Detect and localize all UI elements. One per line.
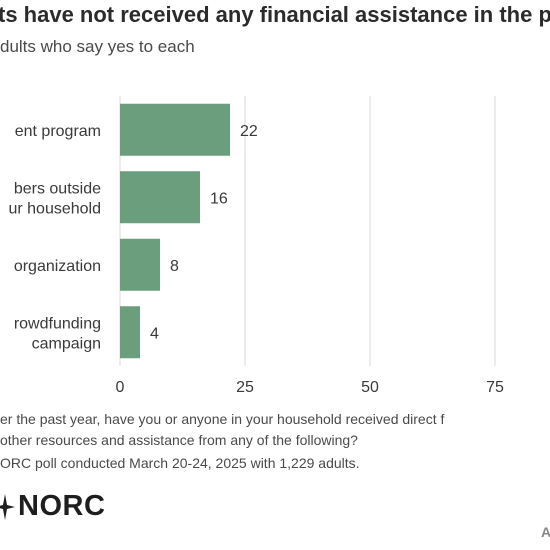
- norc-logo: NORC: [0, 490, 105, 523]
- bar-chart: 22 ent program 16 bers outside ur household 8…: [8, 96, 504, 396]
- bar: [120, 103, 230, 156]
- corner-mark: A: [541, 524, 550, 540]
- norc-star-icon: [0, 493, 15, 520]
- chart-title: ts have not received any financial assis…: [0, 2, 550, 27]
- source-note: ORC poll conducted March 20-24, 2025 wit…: [0, 455, 360, 471]
- bar-value-label: 16: [210, 190, 228, 207]
- labels: 22 ent program 16 bers outside ur household 8…: [8, 123, 257, 353]
- bar: [120, 171, 200, 224]
- bar-value-label: 4: [150, 325, 159, 342]
- question-note-line-1: er the past year, have you or anyone in …: [0, 411, 445, 427]
- category-label: campaign: [32, 335, 101, 352]
- category-label: rowdfunding: [14, 315, 101, 332]
- category-label: bers outside: [14, 180, 101, 197]
- x-axis-ticks: 0 25 50 75: [116, 379, 504, 396]
- category-label: ent program: [15, 123, 101, 140]
- bar: [120, 306, 140, 359]
- question-note-line-2: other resources and assistance from any …: [0, 432, 358, 448]
- bar-value-label: 22: [240, 123, 258, 140]
- category-label: ur household: [8, 200, 101, 217]
- x-tick-label: 0: [116, 379, 125, 396]
- x-tick-label: 75: [486, 379, 504, 396]
- category-label: organization: [14, 258, 101, 275]
- chart-subtitle: dults who say yes to each: [0, 37, 195, 56]
- x-tick-label: 50: [361, 379, 379, 396]
- x-tick-label: 25: [236, 379, 254, 396]
- bar: [120, 238, 160, 291]
- bar-value-label: 8: [170, 258, 179, 275]
- bars: [120, 103, 230, 359]
- logo-text: NORC: [18, 490, 106, 522]
